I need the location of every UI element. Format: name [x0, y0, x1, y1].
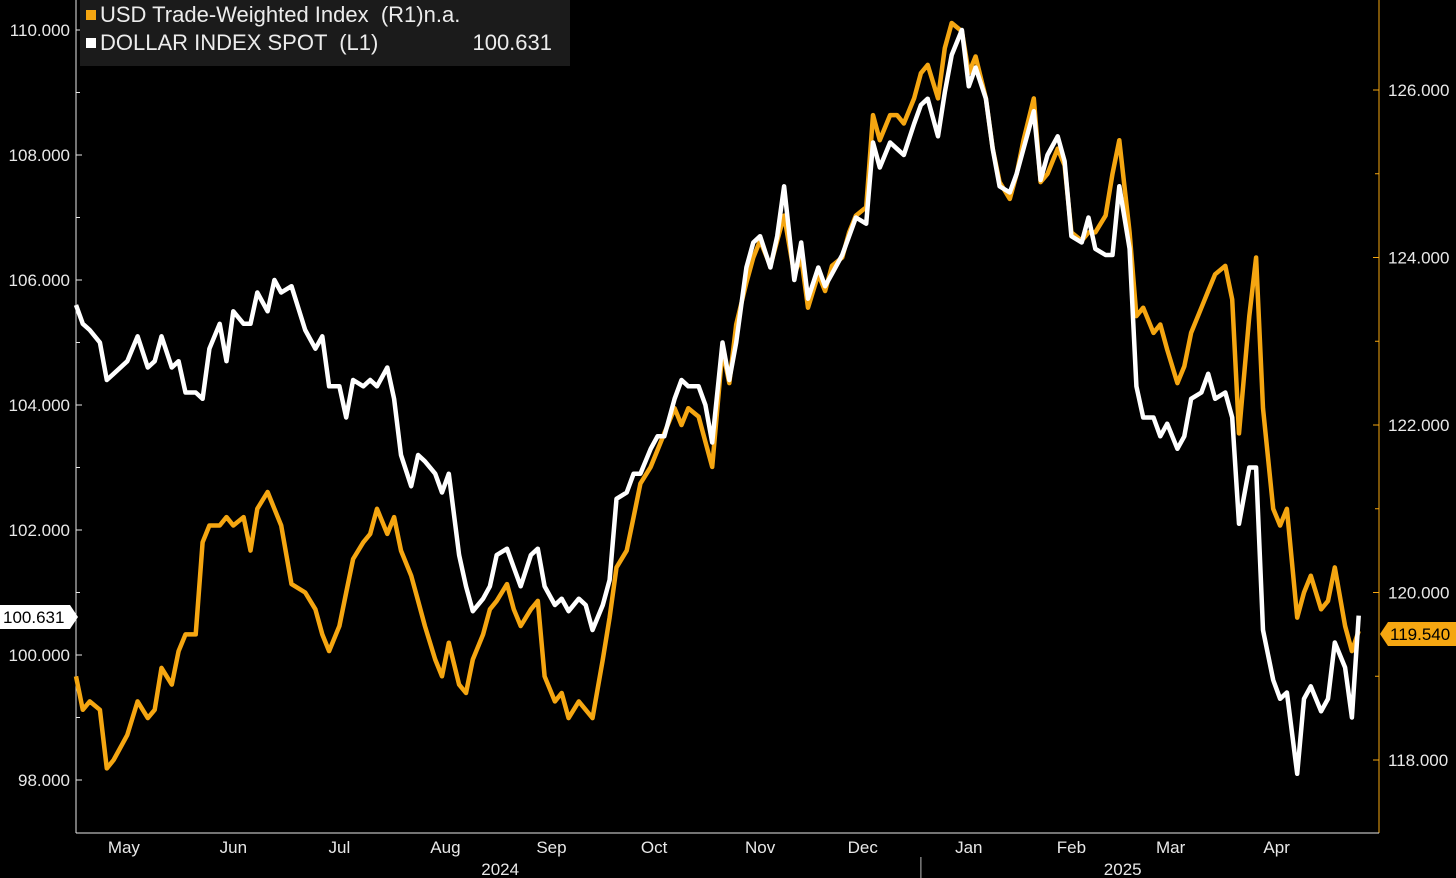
plot-area — [73, 20, 1361, 777]
legend-value-r1: n.a. — [423, 2, 461, 27]
x-year-label: 2025 — [1104, 860, 1142, 878]
x-tick-label: Apr — [1263, 838, 1290, 857]
legend-swatch-r1 — [86, 10, 96, 20]
last-value-tag-right: 119.540 — [1380, 622, 1456, 646]
left-tick-label: 106.000 — [9, 271, 70, 290]
x-tick-label: Jul — [329, 838, 351, 857]
right-tick-label: 120.000 — [1388, 584, 1449, 603]
x-axis: May Jun Jul Aug Sep Oct Nov Dec Jan Feb Mar Apr 2024… — [76, 832, 1379, 878]
x-tick-label: Nov — [745, 838, 776, 857]
legend-swatch-l1 — [86, 38, 96, 48]
x-tick-label: Sep — [536, 838, 566, 857]
left-tick-label: 98.000 — [18, 771, 70, 790]
legend-label-r1: USD Trade-Weighted Index (R1) — [100, 2, 424, 27]
left-tick-label: 104.000 — [9, 396, 70, 415]
right-axis: 118.000 120.000 122.000 124.000 126.000 — [1373, 0, 1449, 833]
left-tick-label: 110.000 — [10, 21, 70, 40]
last-value-right: 119.540 — [1390, 625, 1450, 644]
right-tick-label: 124.000 — [1388, 249, 1449, 268]
last-value-tag-left: 100.631 — [0, 605, 78, 629]
legend-value-l1: 100.631 — [472, 30, 552, 55]
legend-item-l1: DOLLAR INDEX SPOT (L1) 100.631 — [86, 29, 564, 57]
x-tick-label: Feb — [1057, 838, 1086, 857]
left-axis: 98.000 100.000 102.000 104.000 106.000 108.00… — [9, 0, 82, 833]
x-tick-label: Aug — [430, 838, 460, 857]
left-tick-label: 100.000 — [9, 646, 70, 665]
series-line-dollar-index — [73, 27, 1361, 777]
x-tick-label: Oct — [641, 838, 668, 857]
right-tick-label: 126.000 — [1388, 81, 1449, 100]
legend-label-l1: DOLLAR INDEX SPOT (L1) — [100, 30, 379, 55]
right-tick-label: 118.000 — [1388, 751, 1448, 770]
x-tick-label: Dec — [848, 838, 879, 857]
x-tick-label: Jan — [955, 838, 982, 857]
right-tick-label: 122.000 — [1388, 416, 1449, 435]
left-tick-label: 102.000 — [9, 521, 70, 540]
x-year-label: 2024 — [481, 860, 519, 878]
x-tick-label: May — [108, 838, 141, 857]
legend-item-r1: USD Trade-Weighted Index (R1) n.a. — [86, 1, 564, 29]
last-value-left: 100.631 — [3, 608, 64, 627]
x-tick-label: Mar — [1156, 838, 1186, 857]
left-tick-label: 108.000 — [9, 146, 70, 165]
x-tick-label: Jun — [220, 838, 247, 857]
legend: USD Trade-Weighted Index (R1) n.a. DOLLA… — [80, 0, 570, 66]
